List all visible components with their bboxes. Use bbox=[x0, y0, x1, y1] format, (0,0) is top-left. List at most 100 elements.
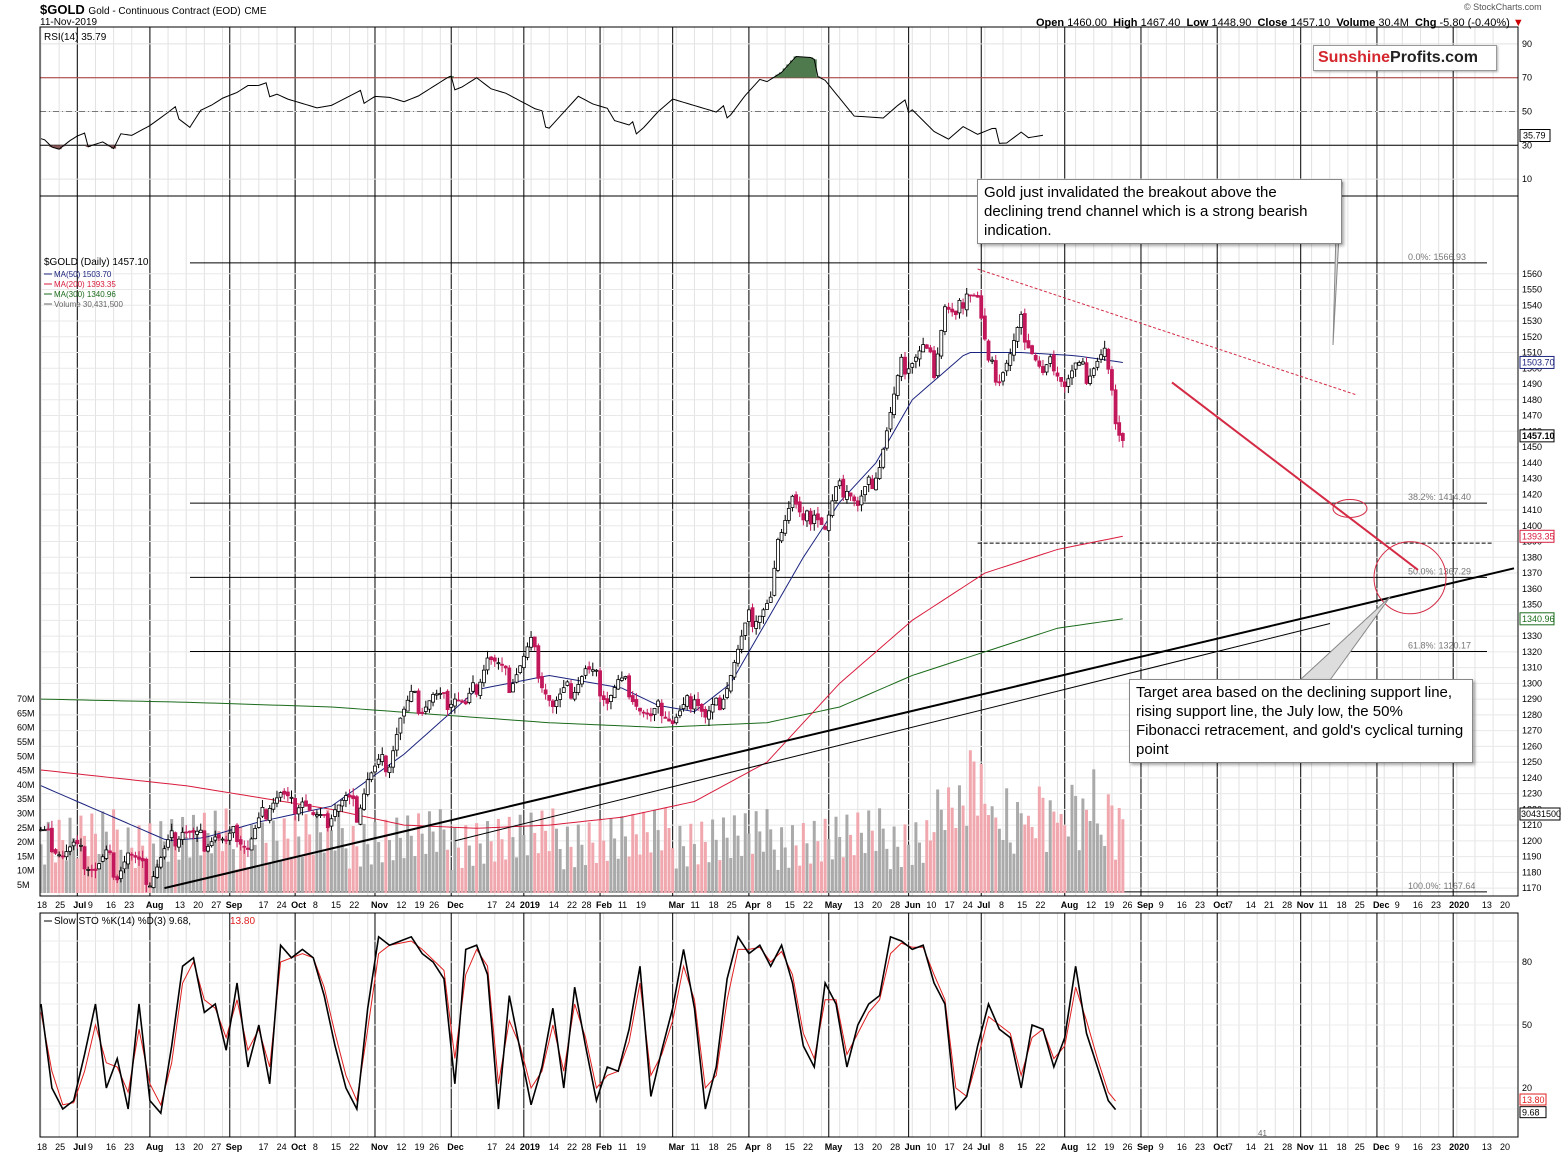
candle-body bbox=[863, 486, 867, 496]
candle-body bbox=[892, 393, 897, 415]
candle bbox=[220, 836, 225, 844]
candle-body bbox=[717, 697, 722, 711]
candle-body bbox=[859, 495, 864, 506]
candle bbox=[1099, 349, 1103, 363]
volume-bar bbox=[907, 844, 911, 893]
legend-entry: MA(200) 1393.35 bbox=[54, 280, 116, 289]
candle bbox=[140, 850, 145, 868]
volume-bar bbox=[765, 809, 769, 893]
x-axis-label: 26 bbox=[429, 1142, 439, 1152]
x-axis-label: Jun bbox=[905, 900, 921, 910]
x-axis-label: 9 bbox=[1395, 900, 1400, 910]
candle bbox=[118, 866, 123, 883]
candle bbox=[710, 697, 715, 720]
rsi-value-box bbox=[1519, 129, 1551, 143]
candle-body bbox=[394, 734, 399, 751]
rsi-legend: RSI(14) 35.79 bbox=[44, 32, 107, 43]
candle-body bbox=[950, 308, 955, 313]
candle-body bbox=[812, 514, 817, 524]
candle-body bbox=[786, 507, 791, 521]
volume-bar bbox=[1103, 845, 1107, 893]
candle-body bbox=[670, 720, 675, 724]
x-axis-label: Feb bbox=[596, 900, 613, 910]
candle bbox=[550, 699, 555, 714]
x-axis-label: 7 bbox=[1228, 1142, 1233, 1152]
volume-bar bbox=[957, 785, 961, 893]
volume-bar bbox=[540, 810, 544, 893]
candle bbox=[939, 329, 944, 359]
sunshine-profits-logo: SunshineProfits.com bbox=[1313, 45, 1497, 71]
price-tick-label: 1210 bbox=[1522, 820, 1542, 830]
candle-body bbox=[398, 717, 403, 734]
candle-body bbox=[300, 801, 305, 808]
volume-bar bbox=[525, 855, 529, 893]
volume-bar bbox=[809, 863, 813, 893]
candle bbox=[1080, 358, 1085, 365]
x-axis-label: 15 bbox=[1017, 1142, 1027, 1152]
volume-bar bbox=[188, 857, 192, 893]
volume-bar bbox=[874, 850, 878, 893]
fib-label: 61.8%: 1320.17 bbox=[1408, 641, 1471, 651]
candle bbox=[133, 851, 138, 864]
candle bbox=[445, 689, 450, 717]
x-axis-label: 8 bbox=[999, 900, 1004, 910]
price-tick-label: 1480 bbox=[1522, 395, 1542, 405]
candle bbox=[358, 804, 363, 826]
x-axis-label: 8 bbox=[767, 900, 772, 910]
volume-bar bbox=[616, 858, 620, 893]
candle bbox=[387, 763, 392, 778]
candle bbox=[754, 615, 759, 635]
candle-body bbox=[1099, 354, 1103, 360]
volume-bar bbox=[943, 830, 947, 893]
candle bbox=[231, 825, 236, 838]
candle bbox=[187, 830, 192, 839]
volume-bar bbox=[112, 809, 116, 893]
candle bbox=[1113, 384, 1118, 430]
x-axis-label: 27 bbox=[211, 900, 221, 910]
x-axis-label: 23 bbox=[124, 900, 134, 910]
candle bbox=[224, 835, 229, 845]
candle bbox=[569, 679, 573, 700]
stochastic-panel: 20 50 80 Slow STO %K(14) %D(3) 9.68, 13.80 13… bbox=[40, 916, 1547, 1138]
candle bbox=[547, 695, 552, 707]
volume-bar bbox=[888, 869, 892, 893]
candle bbox=[957, 298, 962, 319]
volume-bar bbox=[362, 823, 366, 893]
x-axis-label: 23 bbox=[124, 1142, 134, 1152]
x-axis-label: 28 bbox=[1282, 900, 1292, 910]
candle bbox=[369, 771, 374, 783]
x-axis-label: May bbox=[825, 900, 843, 910]
candle bbox=[1091, 366, 1096, 379]
candle-body bbox=[187, 830, 192, 833]
candle bbox=[870, 475, 875, 490]
volume-tick-label: 25M bbox=[17, 823, 35, 833]
volume-bar bbox=[507, 816, 511, 893]
volume-bar bbox=[660, 850, 664, 893]
candle bbox=[1110, 366, 1114, 396]
candle bbox=[431, 692, 435, 707]
x-axis-label: 13 bbox=[1482, 900, 1492, 910]
candle bbox=[307, 803, 312, 812]
candle bbox=[594, 669, 599, 677]
candle bbox=[946, 302, 951, 314]
candle bbox=[489, 655, 494, 665]
candle-body bbox=[1066, 378, 1071, 387]
volume-bar bbox=[653, 809, 657, 893]
volume-tick-label: 20M bbox=[17, 837, 35, 847]
candle-body bbox=[133, 855, 138, 858]
x-axis-label: 17 bbox=[487, 900, 497, 910]
volume-tick-label: 30M bbox=[17, 809, 35, 819]
volume-bar bbox=[983, 803, 987, 893]
sto-tick-label: 20 bbox=[1522, 1083, 1532, 1093]
volume-bar bbox=[841, 857, 845, 893]
x-axis-label: 9 bbox=[88, 900, 93, 910]
volume-bar bbox=[289, 858, 293, 893]
volume-bar bbox=[899, 867, 903, 893]
volume-bar bbox=[1077, 850, 1081, 893]
volume-bar bbox=[573, 867, 577, 893]
candle bbox=[823, 523, 828, 531]
candle-body bbox=[1012, 340, 1016, 356]
candle-body bbox=[776, 539, 780, 571]
x-axis-label: Apr bbox=[745, 1142, 761, 1152]
candle bbox=[964, 287, 969, 317]
